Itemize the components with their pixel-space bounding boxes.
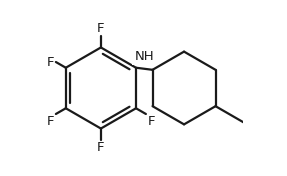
Text: F: F [97,22,105,35]
Text: F: F [97,141,105,154]
Text: F: F [47,115,54,128]
Text: NH: NH [134,49,154,62]
Text: F: F [148,115,155,128]
Text: F: F [47,55,54,68]
